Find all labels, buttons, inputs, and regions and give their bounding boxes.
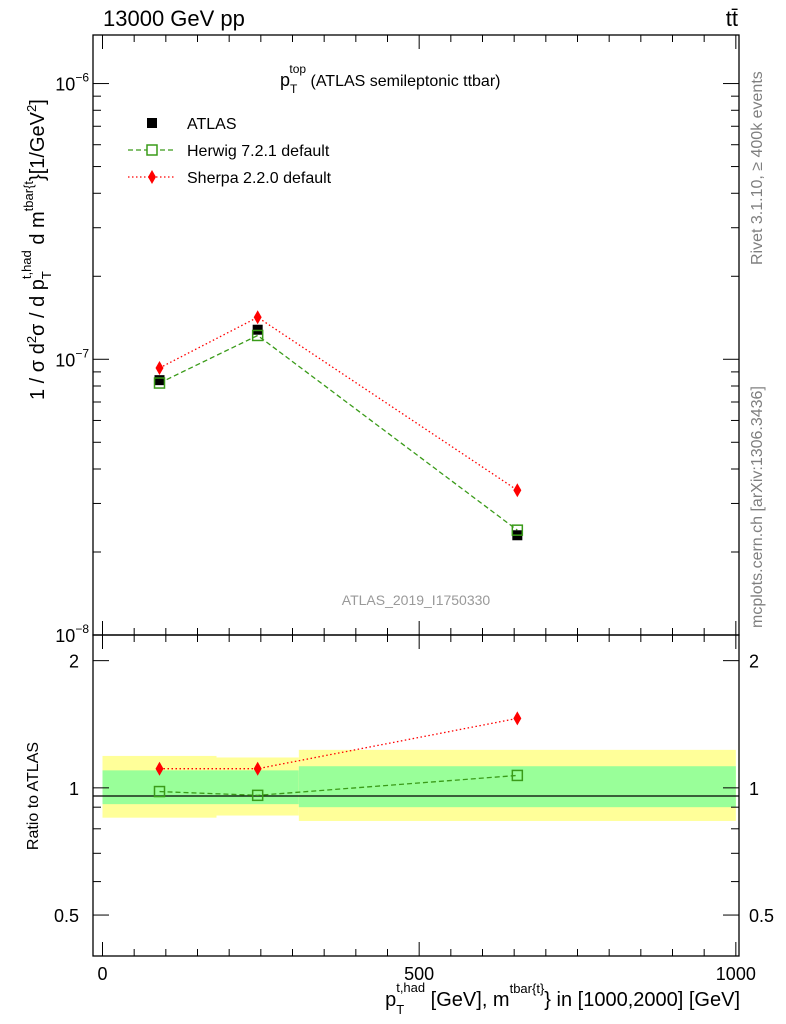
ratio-panel: 0.5 0.5 1 1 2 2 0 500 1000 Ratio to ATLAS pTt,ha… [25,634,774,1017]
legend-herwig-label: Herwig 7.2.1 default [187,143,330,160]
main-marker-1-1 [251,329,264,342]
ratio-band-inner-1 [216,770,299,805]
source-label: mcplots.cern.ch [arXiv:1306.3436] [749,386,766,628]
x-tick-label: 0 [97,964,107,984]
ratio-marker-0-0 [153,785,166,798]
plot-title-sup: top [289,62,306,76]
ratio-y-tick-label: 0.5 [54,906,79,926]
main-marker-2-1 [253,310,262,325]
rivet-label: Rivet 3.1.10, ≥ 400k events [749,71,766,265]
main-series-line-1 [159,334,518,531]
ratio-marker-1-1 [253,761,262,776]
energy-label: 13000 GeV pp [103,6,245,31]
ratio-marker-0-2 [511,769,524,782]
main-marker-1-0 [153,377,166,389]
main-marker-2-0 [155,360,164,375]
ratio-y-tick-label-right: 0.5 [749,906,774,926]
ratio-frame [92,634,740,957]
x-tick-label: 1000 [716,964,756,984]
main-axis-ticks: 10−8 10−7 10−6 [55,35,739,646]
main-marker-2-2 [513,483,522,498]
ratio-axis-ticks: 0.5 0.5 1 1 2 2 0 500 1000 [54,635,774,984]
ratio-y-tick-label-right: 1 [749,779,759,799]
legend-sherpa-marker [148,170,156,184]
ratio-series-line-0 [159,774,518,796]
main-y-tick-label: 10−8 [55,622,89,646]
legend-sherpa-label: Sherpa 2.2.0 default [187,170,332,187]
ratio-y-tick-label: 2 [69,652,79,672]
ratio-y-tick-label-right: 2 [749,652,759,672]
legend: ATLAS Herwig 7.2.1 default Sherpa 2.2.0 … [128,116,332,187]
x-axis-label: pTt,had [GeV], mtbar{t}} in [1000,2000] … [385,980,740,1017]
plot-title-sub: T [290,82,298,96]
plot-title-main: p [280,70,290,90]
ratio-marker-1-2 [513,711,522,726]
main-ylabel: 1 / σ d2σ / d pTt,had d mtbar{t}[1/GeV2] [19,99,54,400]
main-panel: 10−8 10−7 10−6 pTtop (ATLAS semileptonic t… [19,34,740,646]
x-tick-label: 500 [404,964,434,984]
main-marker-1-2 [511,524,524,536]
main-y-tick-label: 10−6 [55,71,89,95]
analysis-label: ATLAS_2019_I1750330 [342,592,491,608]
main-y-tick-label: 10−7 [55,346,89,370]
process-label: tt̄ [726,6,738,31]
main-series-markers [153,310,524,541]
ratio-series-markers [153,711,524,802]
ratio-y-tick-label: 1 [69,779,79,799]
ratio-series-line-1 [159,717,518,770]
ratio-uncertainty-bands [102,749,736,821]
ratio-ylabel: Ratio to ATLAS [25,742,42,850]
ratio-marker-1-0 [155,761,164,776]
legend-atlas-marker [147,118,157,128]
legend-atlas-label: ATLAS [187,116,237,133]
legend-herwig-marker [146,144,158,156]
main-marker-0-0 [154,375,165,386]
ratio-marker-0-1 [251,789,264,802]
main-series-lines [159,316,518,531]
main-series-line-2 [159,316,518,491]
plot-title: pTtop (ATLAS semileptonic ttbar) [280,62,500,96]
ratio-series-lines [159,717,518,796]
plot-title-rest: (ATLAS semileptonic ttbar) [306,73,500,90]
